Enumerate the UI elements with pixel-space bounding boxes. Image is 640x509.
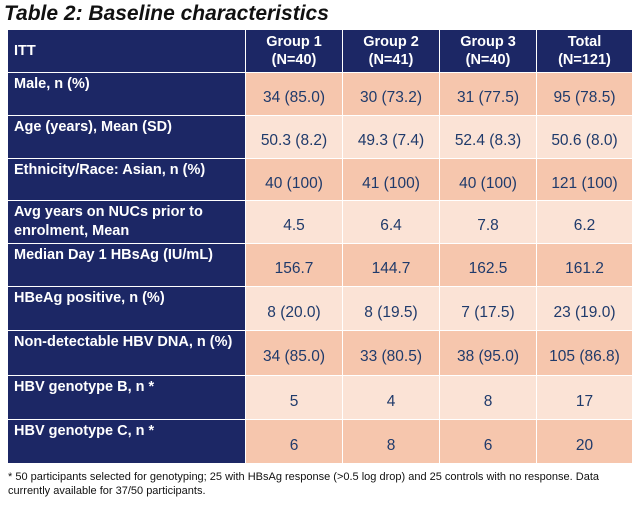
header-group-3-name: Group 3	[460, 34, 516, 50]
cell-value: 40 (100)	[439, 158, 537, 201]
table-row: Non-detectable HBV DNA, n (%) 34 (85.0) …	[7, 330, 633, 376]
cell-value: 8	[439, 375, 537, 420]
cell-value: 7.8	[439, 200, 537, 244]
row-label: HBeAg positive, n (%)	[7, 286, 246, 331]
header-group-1: Group 1 (N=40)	[245, 29, 343, 73]
cell-value: 34 (85.0)	[245, 72, 343, 116]
cell-value: 162.5	[439, 243, 537, 287]
header-group-2: Group 2 (N=41)	[342, 29, 440, 73]
cell-value: 23 (19.0)	[536, 286, 633, 331]
cell-value: 33 (80.5)	[342, 330, 440, 376]
cell-value: 4	[342, 375, 440, 420]
cell-value: 20	[536, 419, 633, 464]
row-label: Median Day 1 HBsAg (IU/mL)	[7, 243, 246, 287]
header-itt: ITT	[7, 29, 246, 73]
cell-value: 52.4 (8.3)	[439, 115, 537, 159]
row-label: Male, n (%)	[7, 72, 246, 116]
cell-value: 41 (100)	[342, 158, 440, 201]
header-group-2-n: (N=41)	[368, 52, 414, 68]
cell-value: 95 (78.5)	[536, 72, 633, 116]
cell-value: 6	[439, 419, 537, 464]
cell-value: 8 (20.0)	[245, 286, 343, 331]
cell-value: 50.3 (8.2)	[245, 115, 343, 159]
cell-value: 6	[245, 419, 343, 464]
cell-value: 50.6 (8.0)	[536, 115, 633, 159]
row-label: Non-detectable HBV DNA, n (%)	[7, 330, 246, 376]
table-row: Age (years), Mean (SD) 50.3 (8.2) 49.3 (…	[7, 115, 633, 159]
header-group-1-n: (N=40)	[271, 52, 317, 68]
cell-value: 30 (73.2)	[342, 72, 440, 116]
header-row: ITT Group 1 (N=40) Group 2 (N=41) Group 3 (…	[7, 29, 633, 73]
footnote: * 50 participants selected for genotypin…	[8, 471, 599, 497]
cell-value: 5	[245, 375, 343, 420]
cell-value: 105 (86.8)	[536, 330, 633, 376]
cell-value: 121 (100)	[536, 158, 633, 201]
table-row: HBeAg positive, n (%) 8 (20.0) 8 (19.5) …	[7, 286, 633, 331]
table-row: Median Day 1 HBsAg (IU/mL) 156.7 144.7 1…	[7, 243, 633, 287]
header-total-name: Total	[567, 34, 602, 50]
cell-value: 156.7	[245, 243, 343, 287]
cell-value: 6.2	[536, 200, 633, 244]
cell-value: 144.7	[342, 243, 440, 287]
cell-value: 38 (95.0)	[439, 330, 537, 376]
header-total: Total (N=121)	[536, 29, 633, 73]
table-title: Table 2: Baseline characteristics	[4, 2, 329, 25]
row-label: Age (years), Mean (SD)	[7, 115, 246, 159]
cell-value: 161.2	[536, 243, 633, 287]
header-group-3: Group 3 (N=40)	[439, 29, 537, 73]
row-label: HBV genotype C, n *	[7, 419, 246, 464]
header-group-1-name: Group 1	[266, 34, 322, 50]
table-row: HBV genotype C, n * 6 8 6 20	[7, 419, 633, 464]
table-row: Male, n (%) 34 (85.0) 30 (73.2) 31 (77.5…	[7, 72, 633, 116]
header-group-3-n: (N=40)	[465, 52, 511, 68]
table-row: HBV genotype B, n * 5 4 8 17	[7, 375, 633, 420]
header-group-2-name: Group 2	[363, 34, 419, 50]
cell-value: 8 (19.5)	[342, 286, 440, 331]
table-row: Avg years on NUCs prior to enrolment, Me…	[7, 200, 633, 244]
cell-value: 31 (77.5)	[439, 72, 537, 116]
cell-value: 8	[342, 419, 440, 464]
row-label: HBV genotype B, n *	[7, 375, 246, 420]
baseline-characteristics-table: ITT Group 1 (N=40) Group 2 (N=41) Group 3 (…	[7, 29, 633, 464]
table-row: Ethnicity/Race: Asian, n (%) 40 (100) 41…	[7, 158, 633, 201]
row-label: Ethnicity/Race: Asian, n (%)	[7, 158, 246, 201]
cell-value: 4.5	[245, 200, 343, 244]
cell-value: 7 (17.5)	[439, 286, 537, 331]
header-total-n: (N=121)	[558, 52, 611, 68]
cell-value: 17	[536, 375, 633, 420]
cell-value: 40 (100)	[245, 158, 343, 201]
cell-value: 49.3 (7.4)	[342, 115, 440, 159]
cell-value: 34 (85.0)	[245, 330, 343, 376]
cell-value: 6.4	[342, 200, 440, 244]
row-label: Avg years on NUCs prior to enrolment, Me…	[7, 200, 246, 244]
